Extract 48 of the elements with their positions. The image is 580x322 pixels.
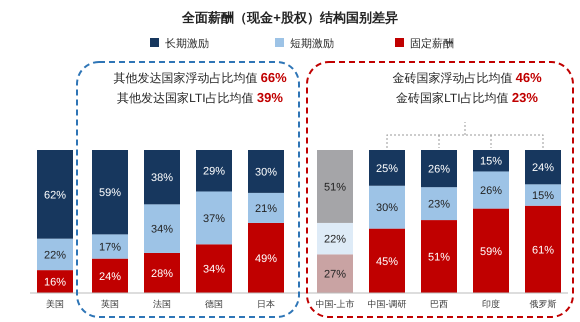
legend-label: 长期激励 [165,37,209,50]
data-label: 61% [532,244,554,256]
x-tick-label: 美国 [46,299,64,309]
data-label: 28% [150,268,174,280]
data-label: 59% [480,246,502,258]
x-tick-label: 中国-调研 [368,299,406,309]
data-label: 59% [98,187,122,200]
x-tick-label: 法国 [153,299,171,309]
data-label: 26% [480,185,502,198]
data-label: 24% [98,270,122,283]
data-label: 38% [150,172,174,184]
data-label: 34% [150,224,174,236]
data-label: 62% [44,189,66,202]
data-label: 16% [44,276,66,289]
data-label: 22% [324,234,346,246]
text: 金砖国家LTI占比均值 23% [396,90,538,105]
text: 金砖国家浮动占比均值 46% [392,70,542,85]
x-tick-label: 巴西 [430,299,448,309]
data-label: 30% [376,202,398,214]
data-label: 45% [376,256,398,268]
x-tick-label: 俄罗斯 [530,299,556,309]
legend-label: 固定薪酬 [410,37,454,50]
data-label: 51% [428,252,450,264]
data-label: 27% [324,268,346,281]
chart-title: 全面薪酬（现金+股权）结构国别差异 [181,10,398,25]
data-label: 34% [202,264,226,276]
data-label: 22% [44,249,66,262]
data-label: 29% [202,166,226,178]
legend-label: 短期激励 [290,38,334,50]
x-tick-label: 印度 [482,299,500,309]
x-tick-label: 英国 [101,299,119,309]
x-tick-label: 中国-上市 [316,299,354,309]
text: 其他发达国家LTI占比均值 39% [117,90,284,105]
data-label: 51% [324,181,346,194]
data-label: 17% [98,242,122,254]
data-label: 21% [254,202,278,215]
data-label: 23% [428,198,450,211]
data-label: 15% [480,156,502,168]
data-label: 49% [254,252,278,265]
x-tick-label: 德国 [205,299,223,309]
x-tick-label: 日本 [257,299,275,309]
data-label: 25% [376,162,398,175]
text: 其他发达国家浮动占比均值 66% [113,70,288,85]
data-label: 24% [532,162,554,174]
data-label: 26% [428,164,450,176]
data-label: 15% [532,190,554,202]
data-label: 30% [254,166,278,178]
data-label: 37% [202,212,226,225]
